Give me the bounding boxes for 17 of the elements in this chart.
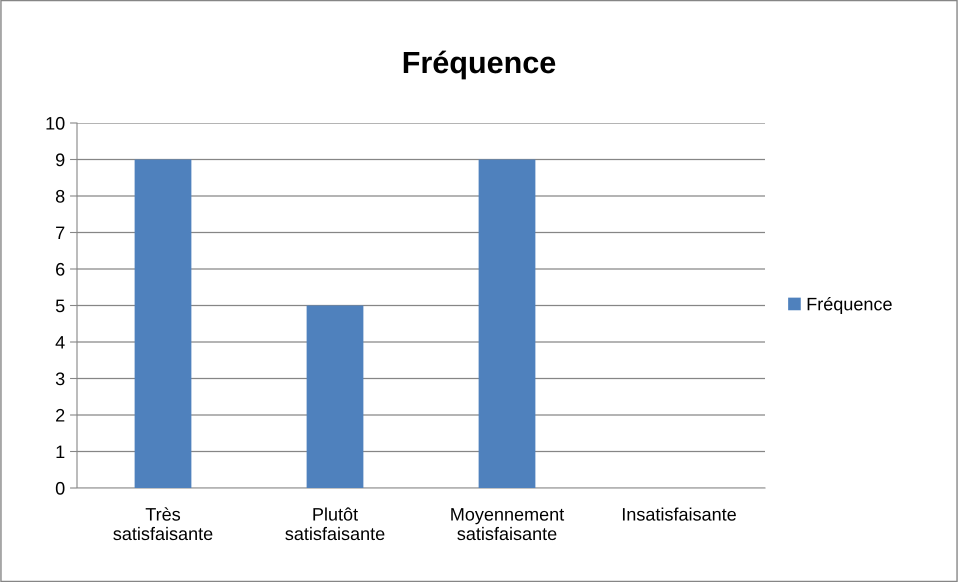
x-tick-label: Insatisfaisante bbox=[622, 507, 736, 521]
y-tick-label: 10 bbox=[46, 116, 64, 130]
chart-title: Fréquence bbox=[404, 50, 556, 80]
legend-label: Fréquence bbox=[808, 296, 892, 314]
y-tick-label: 9 bbox=[56, 153, 64, 166]
x-tick-label: Moyennement satisfaisante bbox=[451, 508, 564, 540]
y-tick-label: 8 bbox=[56, 190, 64, 203]
y-tick-label: 4 bbox=[56, 336, 65, 349]
y-tick-label: 6 bbox=[56, 262, 64, 276]
x-tick-label: Plutôt satisfaisante bbox=[285, 507, 384, 540]
y-tick-label: 5 bbox=[56, 300, 64, 312]
y-tick-label: 0 bbox=[56, 482, 64, 495]
y-tick-label: 2 bbox=[56, 408, 64, 422]
y-tick-label: 1 bbox=[56, 446, 64, 458]
x-tick-label: Très satisfaisante bbox=[113, 507, 212, 540]
y-tick-label: 7 bbox=[56, 226, 64, 240]
y-tick-label: 3 bbox=[56, 372, 64, 386]
